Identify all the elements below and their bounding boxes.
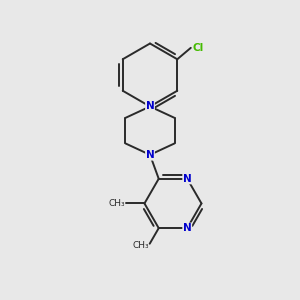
Text: CH₃: CH₃: [132, 241, 149, 250]
Text: CH₃: CH₃: [108, 199, 125, 208]
Text: N: N: [146, 101, 154, 111]
Text: N: N: [146, 150, 154, 160]
Text: N: N: [183, 223, 192, 233]
Text: Cl: Cl: [192, 43, 203, 53]
Text: N: N: [183, 174, 192, 184]
